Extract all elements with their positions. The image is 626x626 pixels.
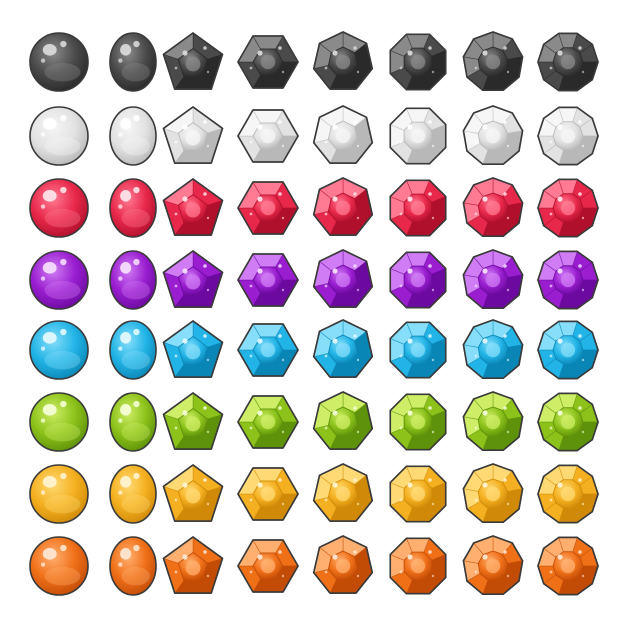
gem-orange-round bbox=[22, 529, 96, 603]
gem-red-hexagon bbox=[231, 171, 305, 245]
gem-red-nonagon bbox=[456, 171, 530, 245]
gem-blue-octagon bbox=[381, 313, 455, 387]
gem-white-hexagon bbox=[231, 99, 305, 173]
gem-purple-octagon bbox=[381, 243, 455, 317]
gem-green-pentagon bbox=[156, 385, 230, 459]
gem-blue-hexagon bbox=[231, 313, 305, 387]
gem-black-pentagon bbox=[156, 25, 230, 99]
gem-orange-pentagon bbox=[156, 529, 230, 603]
gem-black-heptagon bbox=[306, 25, 380, 99]
gem-yellow-heptagon bbox=[306, 457, 380, 531]
gem-white-decagon bbox=[531, 99, 605, 173]
gem-orange-decagon bbox=[531, 529, 605, 603]
gem-blue-round bbox=[22, 313, 96, 387]
gem-purple-hexagon bbox=[231, 243, 305, 317]
gem-green-nonagon bbox=[456, 385, 530, 459]
gem-blue-pentagon bbox=[156, 313, 230, 387]
gem-purple-nonagon bbox=[456, 243, 530, 317]
gem-red-round bbox=[22, 171, 96, 245]
gem-orange-octagon bbox=[381, 529, 455, 603]
gem-black-hexagon bbox=[231, 25, 305, 99]
gem-red-heptagon bbox=[306, 171, 380, 245]
gem-purple-pentagon bbox=[156, 243, 230, 317]
gem-white-nonagon bbox=[456, 99, 530, 173]
gem-yellow-hexagon bbox=[231, 457, 305, 531]
gem-black-round bbox=[22, 25, 96, 99]
gem-yellow-decagon bbox=[531, 457, 605, 531]
gem-orange-heptagon bbox=[306, 529, 380, 603]
gem-black-octagon bbox=[381, 25, 455, 99]
gem-orange-nonagon bbox=[456, 529, 530, 603]
gem-green-decagon bbox=[531, 385, 605, 459]
gem-purple-heptagon bbox=[306, 243, 380, 317]
gem-red-pentagon bbox=[156, 171, 230, 245]
gem-white-pentagon bbox=[156, 99, 230, 173]
gem-blue-heptagon bbox=[306, 313, 380, 387]
gem-orange-hexagon bbox=[231, 529, 305, 603]
gem-purple-decagon bbox=[531, 243, 605, 317]
gem-green-octagon bbox=[381, 385, 455, 459]
gem-blue-nonagon bbox=[456, 313, 530, 387]
gem-yellow-octagon bbox=[381, 457, 455, 531]
gem-green-hexagon bbox=[231, 385, 305, 459]
gem-purple-round bbox=[22, 243, 96, 317]
gem-yellow-pentagon bbox=[156, 457, 230, 531]
gem-white-round bbox=[22, 99, 96, 173]
gem-white-heptagon bbox=[306, 99, 380, 173]
gem-green-heptagon bbox=[306, 385, 380, 459]
gem-white-octagon bbox=[381, 99, 455, 173]
gem-blue-decagon bbox=[531, 313, 605, 387]
gem-black-decagon bbox=[531, 25, 605, 99]
gem-red-decagon bbox=[531, 171, 605, 245]
gem-red-octagon bbox=[381, 171, 455, 245]
gem-green-round bbox=[22, 385, 96, 459]
gem-yellow-round bbox=[22, 457, 96, 531]
gem-yellow-nonagon bbox=[456, 457, 530, 531]
gem-black-nonagon bbox=[456, 25, 530, 99]
